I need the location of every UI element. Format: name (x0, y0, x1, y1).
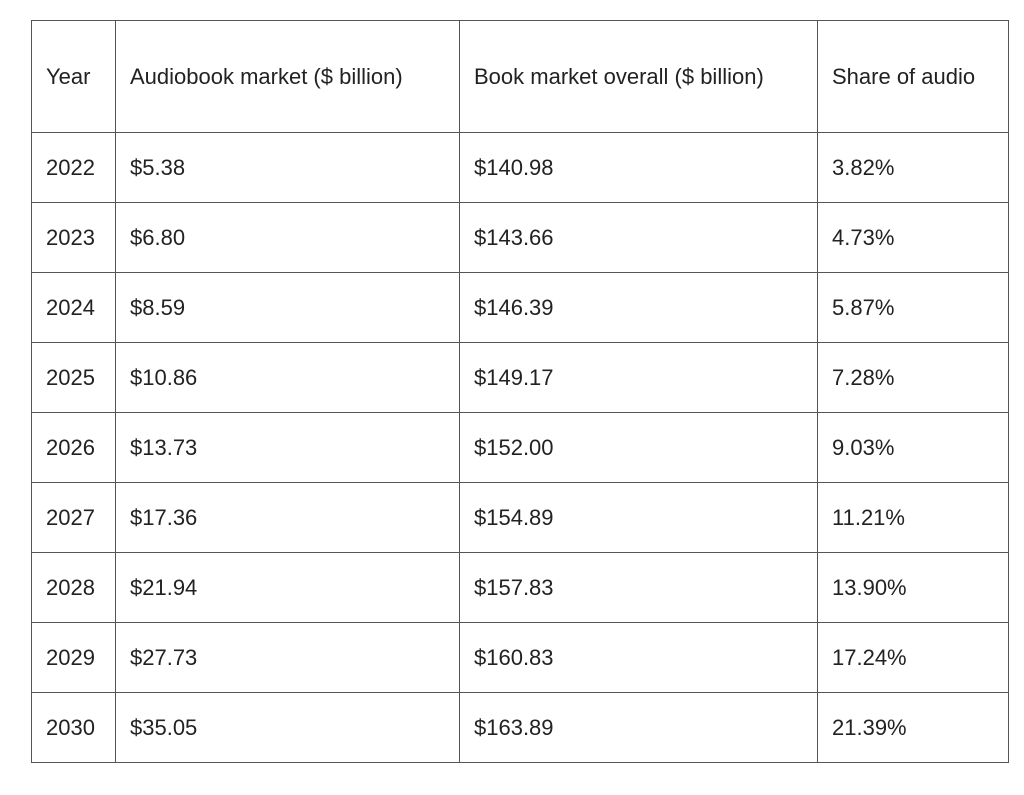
cell-share-of-audio: 13.90% (817, 552, 1009, 623)
cell-share-of-audio: 9.03% (817, 412, 1009, 483)
cell-book-market-overall: $143.66 (459, 202, 818, 273)
cell-book-market-overall: $146.39 (459, 272, 818, 343)
table-row: 2027 $17.36 $154.89 11.21% (31, 482, 1009, 553)
header-row: Year Audiobook market ($ billion) Book m… (31, 20, 1009, 133)
cell-book-market-overall: $140.98 (459, 132, 818, 203)
table-row: 2030 $35.05 $163.89 21.39% (31, 692, 1009, 763)
cell-year: 2030 (31, 692, 116, 763)
cell-year: 2025 (31, 342, 116, 413)
cell-book-market-overall: $160.83 (459, 622, 818, 693)
cell-audiobook-market: $21.94 (115, 552, 460, 623)
cell-year: 2028 (31, 552, 116, 623)
table-row: 2022 $5.38 $140.98 3.82% (31, 132, 1009, 203)
table-row: 2023 $6.80 $143.66 4.73% (31, 202, 1009, 273)
cell-share-of-audio: 3.82% (817, 132, 1009, 203)
cell-audiobook-market: $5.38 (115, 132, 460, 203)
cell-year: 2022 (31, 132, 116, 203)
table-row: 2028 $21.94 $157.83 13.90% (31, 552, 1009, 623)
cell-share-of-audio: 21.39% (817, 692, 1009, 763)
header-book-market-overall: Book market overall ($ billion) (459, 20, 818, 133)
cell-audiobook-market: $6.80 (115, 202, 460, 273)
cell-share-of-audio: 4.73% (817, 202, 1009, 273)
table-row: 2026 $13.73 $152.00 9.03% (31, 412, 1009, 483)
cell-book-market-overall: $152.00 (459, 412, 818, 483)
cell-share-of-audio: 5.87% (817, 272, 1009, 343)
cell-book-market-overall: $154.89 (459, 482, 818, 553)
cell-book-market-overall: $157.83 (459, 552, 818, 623)
cell-audiobook-market: $35.05 (115, 692, 460, 763)
cell-year: 2026 (31, 412, 116, 483)
cell-audiobook-market: $27.73 (115, 622, 460, 693)
cell-year: 2024 (31, 272, 116, 343)
header-share-of-audio: Share of audio (817, 20, 1009, 133)
cell-share-of-audio: 17.24% (817, 622, 1009, 693)
cell-book-market-overall: $149.17 (459, 342, 818, 413)
cell-audiobook-market: $13.73 (115, 412, 460, 483)
cell-year: 2023 (31, 202, 116, 273)
cell-audiobook-market: $17.36 (115, 482, 460, 553)
table-row: 2024 $8.59 $146.39 5.87% (31, 272, 1009, 343)
table-row: 2025 $10.86 $149.17 7.28% (31, 342, 1009, 413)
cell-year: 2027 (31, 482, 116, 553)
header-audiobook-market: Audiobook market ($ billion) (115, 20, 460, 133)
cell-audiobook-market: $8.59 (115, 272, 460, 343)
cell-share-of-audio: 11.21% (817, 482, 1009, 553)
cell-year: 2029 (31, 622, 116, 693)
cell-book-market-overall: $163.89 (459, 692, 818, 763)
cell-share-of-audio: 7.28% (817, 342, 1009, 413)
cell-audiobook-market: $10.86 (115, 342, 460, 413)
header-year: Year (31, 20, 116, 133)
audiobook-market-table: Year Audiobook market ($ billion) Book m… (31, 20, 1009, 763)
table-row: 2029 $27.73 $160.83 17.24% (31, 622, 1009, 693)
